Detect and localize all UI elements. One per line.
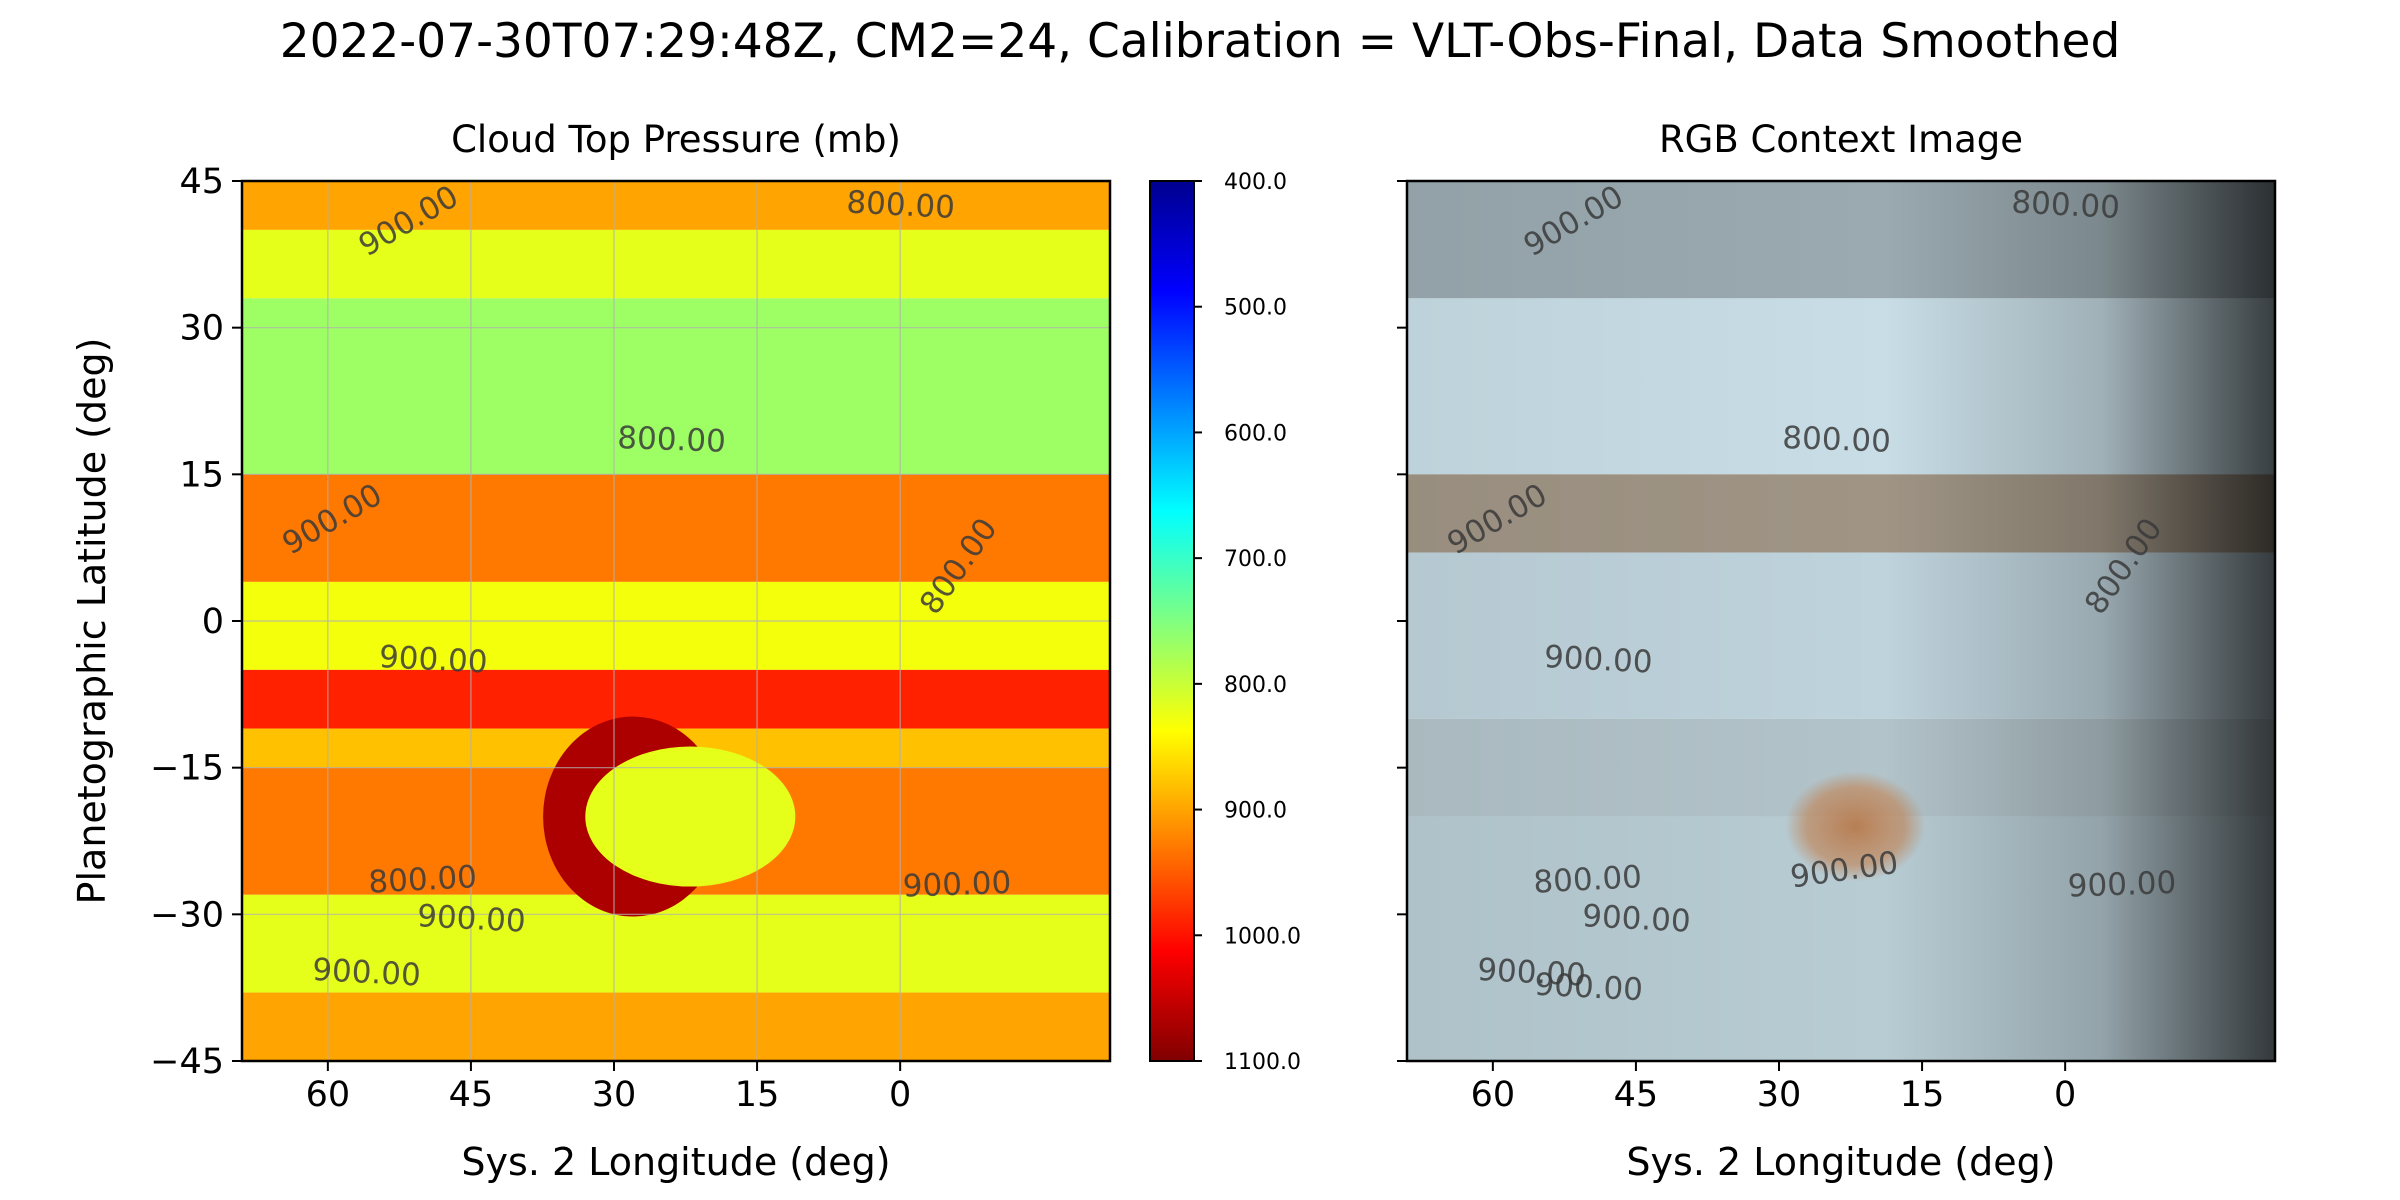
colorbar-tick-label: 800.0 [1224,673,1287,698]
rgb-x-axis-label: Sys. 2 Longitude (deg) [1626,1140,2055,1184]
pressure-band [242,581,1110,670]
pressure-contour-label: 900.00 [416,898,526,940]
pressure-colorbar: 400.0 500.0 600.0 700.0 800.0 900.0 1000.0 1100… [1149,170,1301,1075]
pressure-contour-label: 900.00 [378,639,488,681]
pressure-contour-label: 800.00 [368,859,478,901]
colorbar-tick-label: 900.0 [1224,799,1287,824]
rgb-contour-label: 900.00 [1581,898,1691,940]
pressure-band [242,474,1110,582]
rgb-contour-label: 900.00 [2067,865,2177,905]
rgb-contour-label: 800.00 [1782,420,1892,460]
rgb-contour-label: 800.00 [2011,184,2121,226]
rgb-x-tick-label: 60 [1471,1075,1516,1115]
pressure-y-tick-label: 45 [179,162,224,202]
pressure-y-tick-label: 0 [202,602,224,642]
pressure-band [242,992,1110,1061]
rgb-contour-label: 900.00 [1543,639,1653,681]
pressure-gridlines [242,181,1110,1061]
rgb-x-tick-label: 45 [1614,1075,1659,1115]
pressure-band [242,181,1110,230]
rgb-contour-label: 800.00 [1533,859,1643,901]
rgb-x-tick-label: 0 [2054,1075,2076,1115]
pressure-panel: Cloud Top Pressure (mb) 800.00900.00800.… [70,118,1112,1184]
figure-title: 2022-07-30T07:29:48Z, CM2=24, Calibratio… [280,14,2121,69]
pressure-y-tick-label: −15 [150,749,224,789]
colorbar-tick-label: 600.0 [1224,421,1287,446]
rgb-limb-shading [1407,181,2275,1061]
pressure-band [242,229,1110,299]
pressure-feature-grs [585,746,796,887]
pressure-heatmap [242,181,1110,1061]
pressure-x-tick-label: 45 [449,1075,494,1115]
rgb-panel-title: RGB Context Image [1659,118,2023,161]
colorbar-tick-label: 1100.0 [1224,1050,1301,1075]
pressure-y-axis-label: Planetographic Latitude (deg) [70,338,114,905]
rgb-contour-label: 900.00 [1476,952,1586,994]
pressure-y-tick-label: 30 [179,309,224,349]
pressure-contour-label: 800.00 [617,420,727,460]
rgb-panel: RGB Context Image 800.00900.00800.00900.… [1397,118,2277,1184]
rgb-x-tick-label: 30 [1757,1075,1802,1115]
rgb-x-axis: 60 45 30 15 0 [1471,1061,2076,1115]
colorbar-ticks: 400.0 500.0 600.0 700.0 800.0 900.0 1000.0 1100… [1194,170,1301,1075]
colorbar-gradient [1149,180,1195,1062]
rgb-context-image [1407,181,2275,1061]
pressure-contour-label: 900.00 [902,865,1012,905]
rgb-y-axis [1397,180,1407,1062]
pressure-x-tick-label: 60 [306,1075,351,1115]
pressure-x-tick-label: 0 [889,1075,911,1115]
colorbar-tick-label: 400.0 [1224,170,1287,195]
pressure-x-axis-label: Sys. 2 Longitude (deg) [461,1140,890,1184]
pressure-y-axis: 45 30 15 0 −15 −30 −45 [150,162,242,1082]
pressure-y-tick-label: 15 [179,455,224,495]
pressure-y-tick-label: −45 [150,1042,224,1082]
pressure-contour-label: 900.00 [311,952,421,994]
pressure-band [242,669,1110,729]
rgb-contour-label: 900.00 [1534,967,1644,1009]
pressure-x-axis: 60 45 30 15 0 [306,1061,911,1115]
pressure-y-tick-label: −30 [150,895,224,935]
pressure-x-tick-label: 30 [592,1075,637,1115]
pressure-x-tick-label: 15 [735,1075,780,1115]
colorbar-tick-label: 1000.0 [1224,924,1301,949]
colorbar-tick-label: 700.0 [1224,547,1287,572]
rgb-x-tick-label: 15 [1900,1075,1945,1115]
colorbar-tick-label: 500.0 [1224,296,1287,321]
pressure-contour-label: 800.00 [846,184,956,226]
pressure-band [242,894,1110,993]
pressure-panel-title: Cloud Top Pressure (mb) [451,118,901,161]
